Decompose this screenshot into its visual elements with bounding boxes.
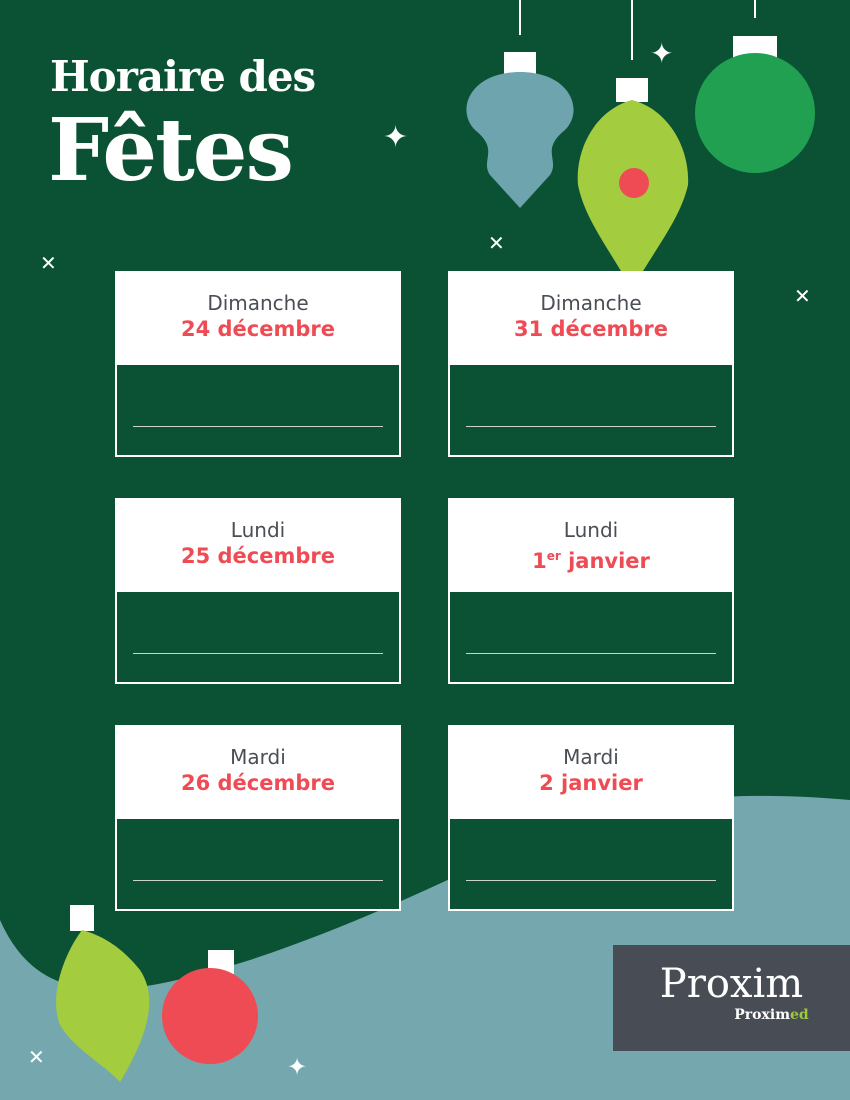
card-date: 24 décembre [180, 317, 335, 341]
svg-text:✦: ✦ [287, 1053, 307, 1081]
card-date: 1er janvier [450, 542, 732, 575]
card-date: 2 janvier [539, 771, 643, 795]
proxim-logo: Proxim Proximed [613, 945, 850, 1051]
date-number: 1 [532, 549, 547, 573]
card-date: 31 décembre [513, 317, 668, 341]
svg-text:✦: ✦ [650, 37, 673, 70]
card-day: Lundi [230, 518, 286, 542]
card-day: Lundi [563, 518, 619, 542]
ornament-teal-icon [466, 0, 574, 208]
svg-text:✕: ✕ [794, 284, 811, 308]
schedule-card: Mardi 2 janvier [448, 725, 734, 911]
svg-text:✕: ✕ [488, 231, 505, 255]
ornament-lime-icon [577, 0, 689, 290]
date-month: janvier [560, 549, 650, 573]
hours-line [466, 653, 716, 654]
ornament-green-icon [695, 0, 815, 173]
ornament-lime-bottom-icon [56, 905, 150, 1082]
hours-line [133, 426, 383, 427]
hours-line [466, 880, 716, 881]
schedule-card: Lundi 1er janvier [448, 498, 734, 684]
card-day: Dimanche [207, 291, 309, 315]
hours-line [466, 426, 716, 427]
svg-text:✦: ✦ [383, 120, 408, 155]
logo-sub-a: Proxim [734, 1007, 791, 1023]
schedule-card: Dimanche 24 décembre [115, 271, 401, 457]
svg-text:✕: ✕ [40, 251, 57, 275]
page-title: Fêtes [48, 100, 294, 201]
card-day: Mardi [563, 745, 619, 769]
sparkle-icons: ✦ ✦ ✕ ✕ ✕ ✕ ✦ [28, 37, 811, 1081]
card-date: 26 décembre [180, 771, 335, 795]
schedule-card: Mardi 26 décembre [115, 725, 401, 911]
ornament-red-icon [162, 950, 258, 1064]
card-day: Dimanche [540, 291, 642, 315]
card-date: 25 décembre [180, 544, 335, 568]
schedule-card: Lundi 25 décembre [115, 498, 401, 684]
logo-sub-b: ed [790, 1007, 809, 1023]
date-superscript: er [546, 549, 561, 563]
logo-sub: Proximed [693, 1007, 850, 1023]
logo-name: Proxim [659, 961, 804, 1007]
hours-line [133, 653, 383, 654]
title-line-1: Horaire des [50, 52, 316, 101]
hours-line [133, 880, 383, 881]
schedule-card: Dimanche 31 décembre [448, 271, 734, 457]
svg-text:✕: ✕ [28, 1045, 45, 1069]
card-day: Mardi [230, 745, 286, 769]
